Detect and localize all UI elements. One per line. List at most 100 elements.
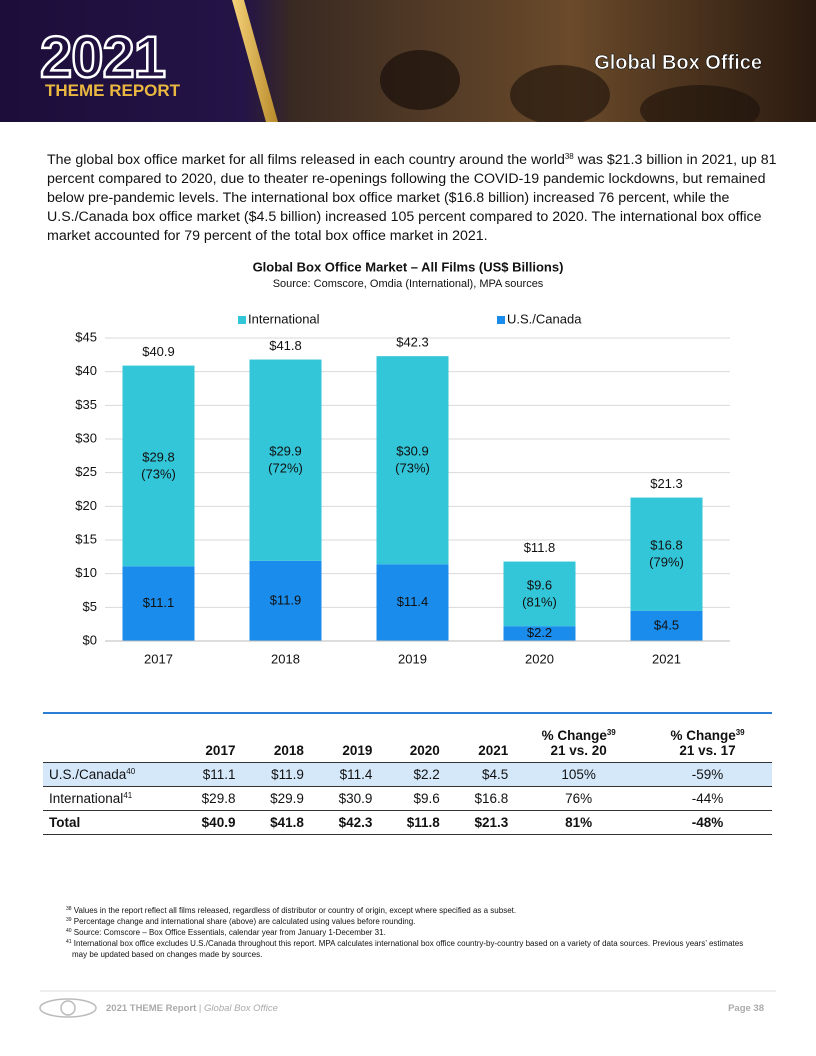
table-row: U.S./Canada40 $11.1 $11.9 $11.4 $2.2 $4.5 105%… [43,762,772,786]
table-cell: $11.8 [406,814,440,830]
table-header: 2017 2018 2019 2020 2021% Change39 21 vs. 20%… [43,713,772,762]
value-label: $2.2 [527,625,552,640]
change-header: % Change39 21 vs. 20 [514,713,643,762]
footnotes: 38 Values in the report reflect all film… [66,905,746,960]
gold-stripe [232,0,278,122]
bar-segment [122,365,195,567]
footnote-ref: 38 [564,152,574,161]
footnote-text: Percentage change and international shar… [73,917,416,926]
total-label: $42.3 [396,335,429,350]
footnote-ref: 40 [126,766,136,776]
share-label: (79%) [649,555,684,570]
row-label: Total [43,810,173,834]
chart: Global Box Office Market – All Films (US… [75,259,730,666]
column-header: 2020 [409,742,440,758]
y-tick-label: $35 [75,397,97,412]
y-tick-label: $10 [75,565,97,580]
value-label: $29.8 [142,449,175,464]
chart-subtitle: Source: Comscore, Omdia (International),… [273,278,544,290]
column-header: 2019 [342,742,373,758]
header-banner: 2021 THEME REPORT Global Box Office [0,0,816,122]
footnote-ref: 41 [66,939,72,945]
row-label-text: U.S./Canada [49,766,127,782]
intro-text: The global box office market for all fil… [47,152,565,168]
footnote-ref: 39 [66,917,72,923]
table-cell: $29.9 [270,790,304,806]
change-period: 21 vs. 17 [679,742,736,758]
footer-text: 2021 THEME Report | Global Box Office [106,1003,278,1014]
value-label: $11.4 [397,594,429,609]
y-tick-label: $15 [75,531,97,546]
y-tick-label: $5 [83,599,97,614]
change-period: 21 vs. 20 [550,742,607,758]
column-header: 2017 [205,742,236,758]
table-cell: $42.3 [338,814,373,830]
y-tick-label: $20 [75,498,97,513]
table-cell: $21.3 [474,814,509,830]
footer-section: Global Box Office [204,1003,278,1014]
footer-logo [60,1000,76,1016]
footer-report: 2021 THEME Report [106,1003,197,1014]
table-row: Total $40.9 $41.8 $42.3 $11.8 $21.3 81% -48% [43,810,772,834]
page-title: Global Box Office [594,52,762,74]
table-cell: $11.9 [271,766,304,782]
footer-graphics [39,990,776,1018]
y-tick-label: $30 [75,430,97,445]
total-label: $40.9 [142,344,175,359]
share-label: (81%) [522,594,557,609]
total-label: $41.8 [269,338,302,353]
bar-segment [249,359,322,561]
row-label-text: International [49,790,124,806]
change-header: % Change39 21 vs. 17 [643,713,772,762]
column-header: 2021 [478,742,509,758]
value-label: $11.1 [143,595,175,610]
intro-text: was $21.3 billion in 2021, up 81 percent… [47,152,777,244]
table-cell: $30.9 [338,790,373,806]
table-cell: -44% [691,790,724,806]
table-cell: $9.6 [413,790,440,806]
footnote-text: Source: Comscore – Box Office Essentials… [73,928,386,937]
table-cell: $40.9 [201,814,236,830]
footnote-ref: 39 [735,727,745,737]
bar-segment [122,566,195,641]
logo-year: 2021 [40,25,165,90]
table-cell: $16.8 [474,790,509,806]
footnote-text: Values in the report reflect all films r… [73,906,517,915]
x-tick-label: 2018 [271,651,300,666]
footnote-ref: 40 [66,928,72,934]
legend-label: International [248,311,320,326]
bar-segment [376,564,449,641]
share-label: (72%) [268,461,303,476]
chart-title: Global Box Office Market – All Films (US… [253,259,564,274]
bar-segment [503,626,576,641]
share-label: (73%) [141,466,176,481]
x-tick-label: 2021 [652,651,681,666]
page-number: Page 38 [728,1003,764,1014]
table-cell: $2.2 [413,766,440,782]
y-tick-label: $0 [83,632,97,647]
table-cell: $11.4 [339,766,373,782]
bar-segment [630,610,703,641]
value-label: $30.9 [396,444,429,459]
total-label: $21.3 [650,476,683,491]
y-tick-label: $25 [75,464,97,479]
legend-label: U.S./Canada [507,311,582,326]
bar-segment [503,561,576,627]
value-label: $29.9 [269,444,302,459]
intro-paragraph: The global box office market for all fil… [47,151,777,246]
value-label: $11.9 [270,592,302,607]
footnote: 41 International box office excludes U.S… [66,938,746,960]
bar-segment [376,356,449,565]
footnote: 39 Percentage change and international s… [66,916,746,927]
row-label-text: Total [49,814,81,830]
footnote-ref: 38 [66,906,72,912]
footer-logo [39,998,97,1018]
footnote-text: International box office excludes U.S./C… [72,939,744,959]
table-cell: $41.8 [270,814,304,830]
change-title: % Change [670,727,736,743]
table-cell: $11.1 [202,766,236,782]
footnote: 38 Values in the report reflect all film… [66,905,746,916]
footer: 2021 THEME Report | Global Box Office Pa… [0,990,816,1030]
table-body: U.S./Canada40 $11.1 $11.9 $11.4 $2.2 $4.5 105%… [43,762,772,834]
